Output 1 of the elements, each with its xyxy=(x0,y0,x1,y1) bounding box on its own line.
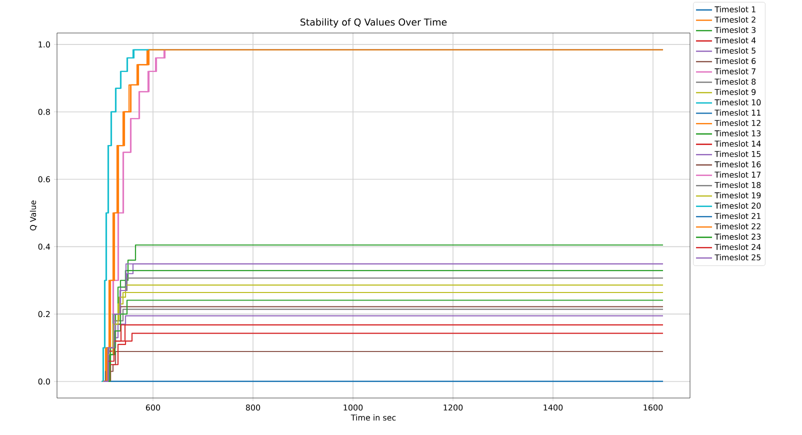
chart-title: Stability of Q Values Over Time xyxy=(300,18,447,28)
